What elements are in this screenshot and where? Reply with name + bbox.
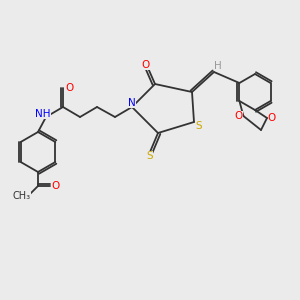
Text: NH: NH: [35, 109, 51, 119]
Text: O: O: [66, 83, 74, 93]
Text: O: O: [142, 60, 150, 70]
Text: S: S: [147, 151, 153, 161]
Text: N: N: [128, 98, 136, 108]
Text: O: O: [234, 111, 242, 121]
Text: H: H: [214, 61, 222, 71]
Text: S: S: [196, 121, 202, 131]
Text: CH₃: CH₃: [13, 191, 31, 201]
Text: O: O: [268, 113, 276, 123]
Text: O: O: [52, 181, 60, 191]
